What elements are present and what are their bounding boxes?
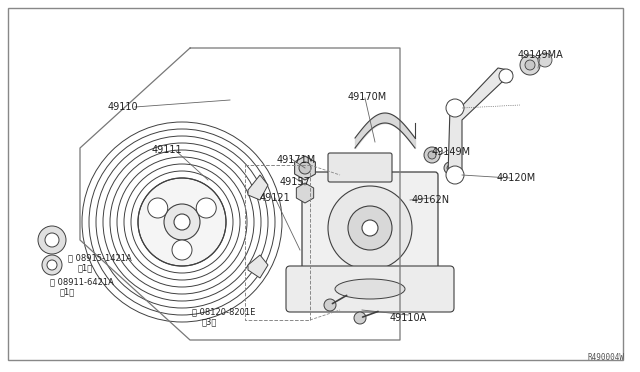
Circle shape bbox=[447, 165, 453, 171]
Text: Ⓝ 08911-6421A: Ⓝ 08911-6421A bbox=[50, 278, 114, 286]
Text: 49162N: 49162N bbox=[412, 195, 450, 205]
Circle shape bbox=[354, 312, 366, 324]
Circle shape bbox=[424, 147, 440, 163]
FancyBboxPatch shape bbox=[302, 172, 438, 283]
Circle shape bbox=[428, 151, 436, 159]
Text: 49110: 49110 bbox=[108, 102, 139, 112]
Text: 〈1〉: 〈1〉 bbox=[78, 263, 93, 273]
Circle shape bbox=[525, 60, 535, 70]
Text: 〈3〉: 〈3〉 bbox=[202, 317, 218, 327]
Circle shape bbox=[328, 186, 412, 270]
Circle shape bbox=[446, 99, 464, 117]
Text: 49149MA: 49149MA bbox=[518, 50, 564, 60]
FancyBboxPatch shape bbox=[328, 153, 392, 182]
Circle shape bbox=[299, 162, 311, 174]
Circle shape bbox=[196, 198, 216, 218]
FancyBboxPatch shape bbox=[286, 266, 454, 312]
Text: 49121: 49121 bbox=[260, 193, 291, 203]
Circle shape bbox=[45, 233, 59, 247]
Polygon shape bbox=[294, 156, 316, 180]
Circle shape bbox=[538, 53, 552, 67]
Circle shape bbox=[446, 166, 464, 184]
Text: Ⓑ 08120-8201E: Ⓑ 08120-8201E bbox=[192, 308, 255, 317]
Circle shape bbox=[499, 69, 513, 83]
Polygon shape bbox=[296, 183, 314, 203]
Text: 49157: 49157 bbox=[280, 177, 311, 187]
Text: Ⓦ 08915-1421A: Ⓦ 08915-1421A bbox=[68, 253, 132, 263]
Circle shape bbox=[148, 198, 168, 218]
Text: R490004W: R490004W bbox=[587, 353, 624, 362]
Text: 49170M: 49170M bbox=[348, 92, 387, 102]
Circle shape bbox=[362, 220, 378, 236]
Text: 49120M: 49120M bbox=[497, 173, 536, 183]
Circle shape bbox=[444, 162, 456, 174]
Circle shape bbox=[172, 240, 192, 260]
Circle shape bbox=[47, 260, 57, 270]
Circle shape bbox=[174, 214, 190, 230]
Circle shape bbox=[324, 299, 336, 311]
Text: 49171M: 49171M bbox=[277, 155, 316, 165]
Text: 49149M: 49149M bbox=[432, 147, 471, 157]
Polygon shape bbox=[448, 68, 512, 178]
Ellipse shape bbox=[335, 279, 405, 299]
Circle shape bbox=[348, 206, 392, 250]
Polygon shape bbox=[248, 175, 268, 200]
Circle shape bbox=[42, 255, 62, 275]
Circle shape bbox=[164, 204, 200, 240]
Text: 49110A: 49110A bbox=[390, 313, 428, 323]
Circle shape bbox=[520, 55, 540, 75]
Text: 〈1〉: 〈1〉 bbox=[60, 288, 76, 296]
Circle shape bbox=[138, 178, 226, 266]
Polygon shape bbox=[248, 255, 268, 278]
Text: 49111: 49111 bbox=[152, 145, 182, 155]
Circle shape bbox=[38, 226, 66, 254]
